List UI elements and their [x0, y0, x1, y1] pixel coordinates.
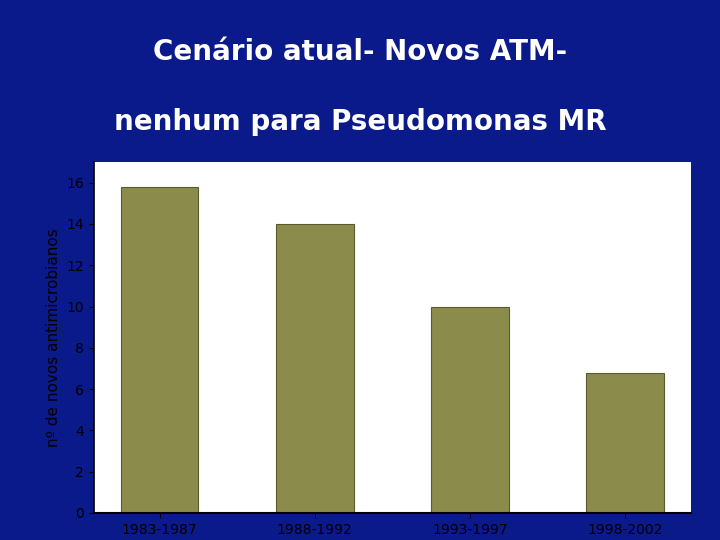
- Text: Cenário atual- Novos ATM-: Cenário atual- Novos ATM-: [153, 38, 567, 66]
- Text: nenhum para Pseudomonas MR: nenhum para Pseudomonas MR: [114, 108, 606, 136]
- Bar: [276, 224, 354, 513]
- Bar: [121, 187, 199, 513]
- Bar: [586, 373, 664, 513]
- Y-axis label: nº de novos antimicrobianos: nº de novos antimicrobianos: [45, 228, 60, 447]
- Bar: [431, 307, 509, 513]
